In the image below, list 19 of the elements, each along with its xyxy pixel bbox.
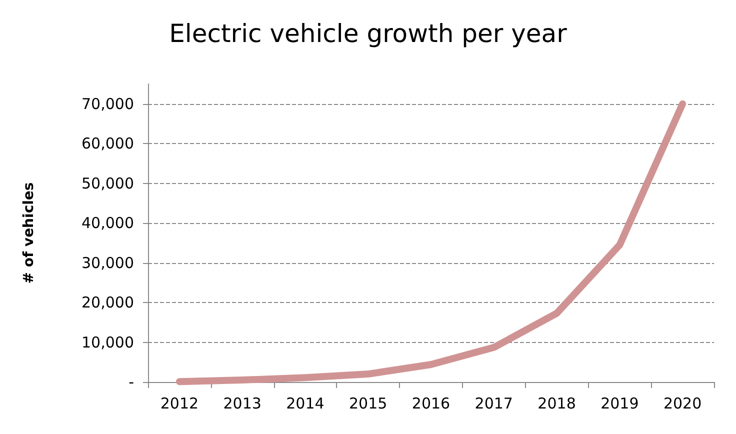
x-tick-label: 2013 (223, 394, 262, 412)
y-axis-title: # of vehicles (21, 182, 37, 284)
x-tick-label: 2017 (474, 394, 513, 412)
x-tick-label: 2019 (600, 394, 639, 412)
x-tick-label: 2020 (663, 394, 702, 412)
y-tick-label: 20,000 (82, 294, 134, 312)
y-tick-label: 60,000 (82, 134, 134, 153)
y-tick-label: 40,000 (82, 214, 134, 232)
x-tick-label: 2014 (286, 394, 324, 412)
y-tick-label: - (128, 373, 134, 391)
y-tick-label: 70,000 (82, 94, 134, 113)
x-tick-label: 2016 (412, 394, 450, 412)
y-tick-label: 10,000 (82, 333, 134, 352)
y-tick-label: 50,000 (82, 174, 134, 192)
x-tick-label: 2015 (349, 394, 388, 412)
chart-title: Electric vehicle growth per year (169, 19, 568, 48)
x-tick-label: 2012 (160, 394, 199, 412)
y-tick-label: 30,000 (82, 254, 134, 272)
x-tick-label: 2018 (538, 394, 576, 412)
